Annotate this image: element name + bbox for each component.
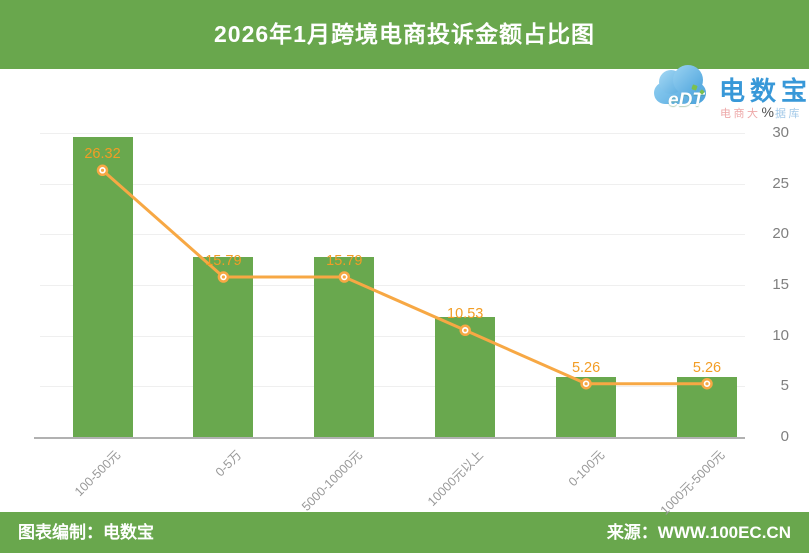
footer-source: 来源：WWW.100EC.CN — [606, 523, 791, 542]
bar-5000-10000元[interactable] — [314, 256, 375, 437]
y-axis-tick-label: 5 — [780, 377, 789, 395]
x-axis-tick-label: 0-100元 — [565, 447, 607, 490]
y-axis-tick-label: 15 — [772, 276, 789, 293]
x-axis-tick-label: 5000-10000元 — [299, 447, 366, 514]
gridline — [40, 234, 745, 236]
bar-1000元-5000元[interactable] — [677, 377, 737, 437]
brand-logo: eDT 电数宝 电商大%据库 — [642, 65, 809, 122]
bar-100-500元[interactable] — [72, 136, 133, 437]
x-axis-tick-label: 100-500元 — [72, 447, 124, 500]
value-label: 26.32 — [84, 146, 121, 163]
x-axis-tick-label: 10000元以上 — [424, 447, 486, 509]
x-axis-tick-label: 0-5万 — [212, 447, 245, 480]
page-title: 2026年1月跨境电商投诉金额占比图 — [0, 0, 809, 69]
y-axis-tick-label: 10 — [772, 326, 789, 344]
bar-10000元以上[interactable] — [435, 316, 496, 437]
value-label: 5.26 — [571, 359, 601, 376]
y-axis-tick-label: 25 — [772, 174, 789, 192]
value-label: 15.79 — [326, 252, 363, 269]
y-axis-unit-label: % — [761, 104, 774, 120]
logo-edt-text: eDT — [668, 90, 704, 111]
gridline — [40, 133, 745, 134]
brand-subtitle: 电商大%据库 — [720, 104, 802, 121]
footer-bar: 图表编制：电数宝 来源：WWW.100EC.CN — [0, 512, 809, 553]
gridline — [40, 183, 745, 185]
value-label: 15.79 — [205, 252, 242, 269]
gridline — [40, 285, 745, 286]
value-label: 10.53 — [447, 306, 484, 323]
bar-0-100元[interactable] — [556, 377, 617, 437]
brand-subtitle-left: 电商大 — [720, 108, 761, 120]
cloud-logo-icon: eDT — [654, 65, 706, 111]
footer-credit: 图表编制：电数宝 — [18, 523, 154, 542]
y-axis-tick-label: 20 — [772, 225, 789, 243]
y-axis-tick-label: 30 — [772, 124, 789, 141]
x-axis-line — [34, 437, 745, 439]
brand-subtitle-right: 据库 — [774, 108, 802, 120]
y-axis-tick-label: 0 — [780, 428, 789, 445]
x-axis-tick-label: 1000元-5000元 — [657, 447, 728, 518]
value-label: 5.26 — [692, 359, 722, 376]
gridline — [40, 386, 745, 388]
bar-0-5万[interactable] — [193, 256, 254, 437]
brand-name: 电数宝 — [719, 76, 809, 106]
gridline — [40, 335, 745, 337]
